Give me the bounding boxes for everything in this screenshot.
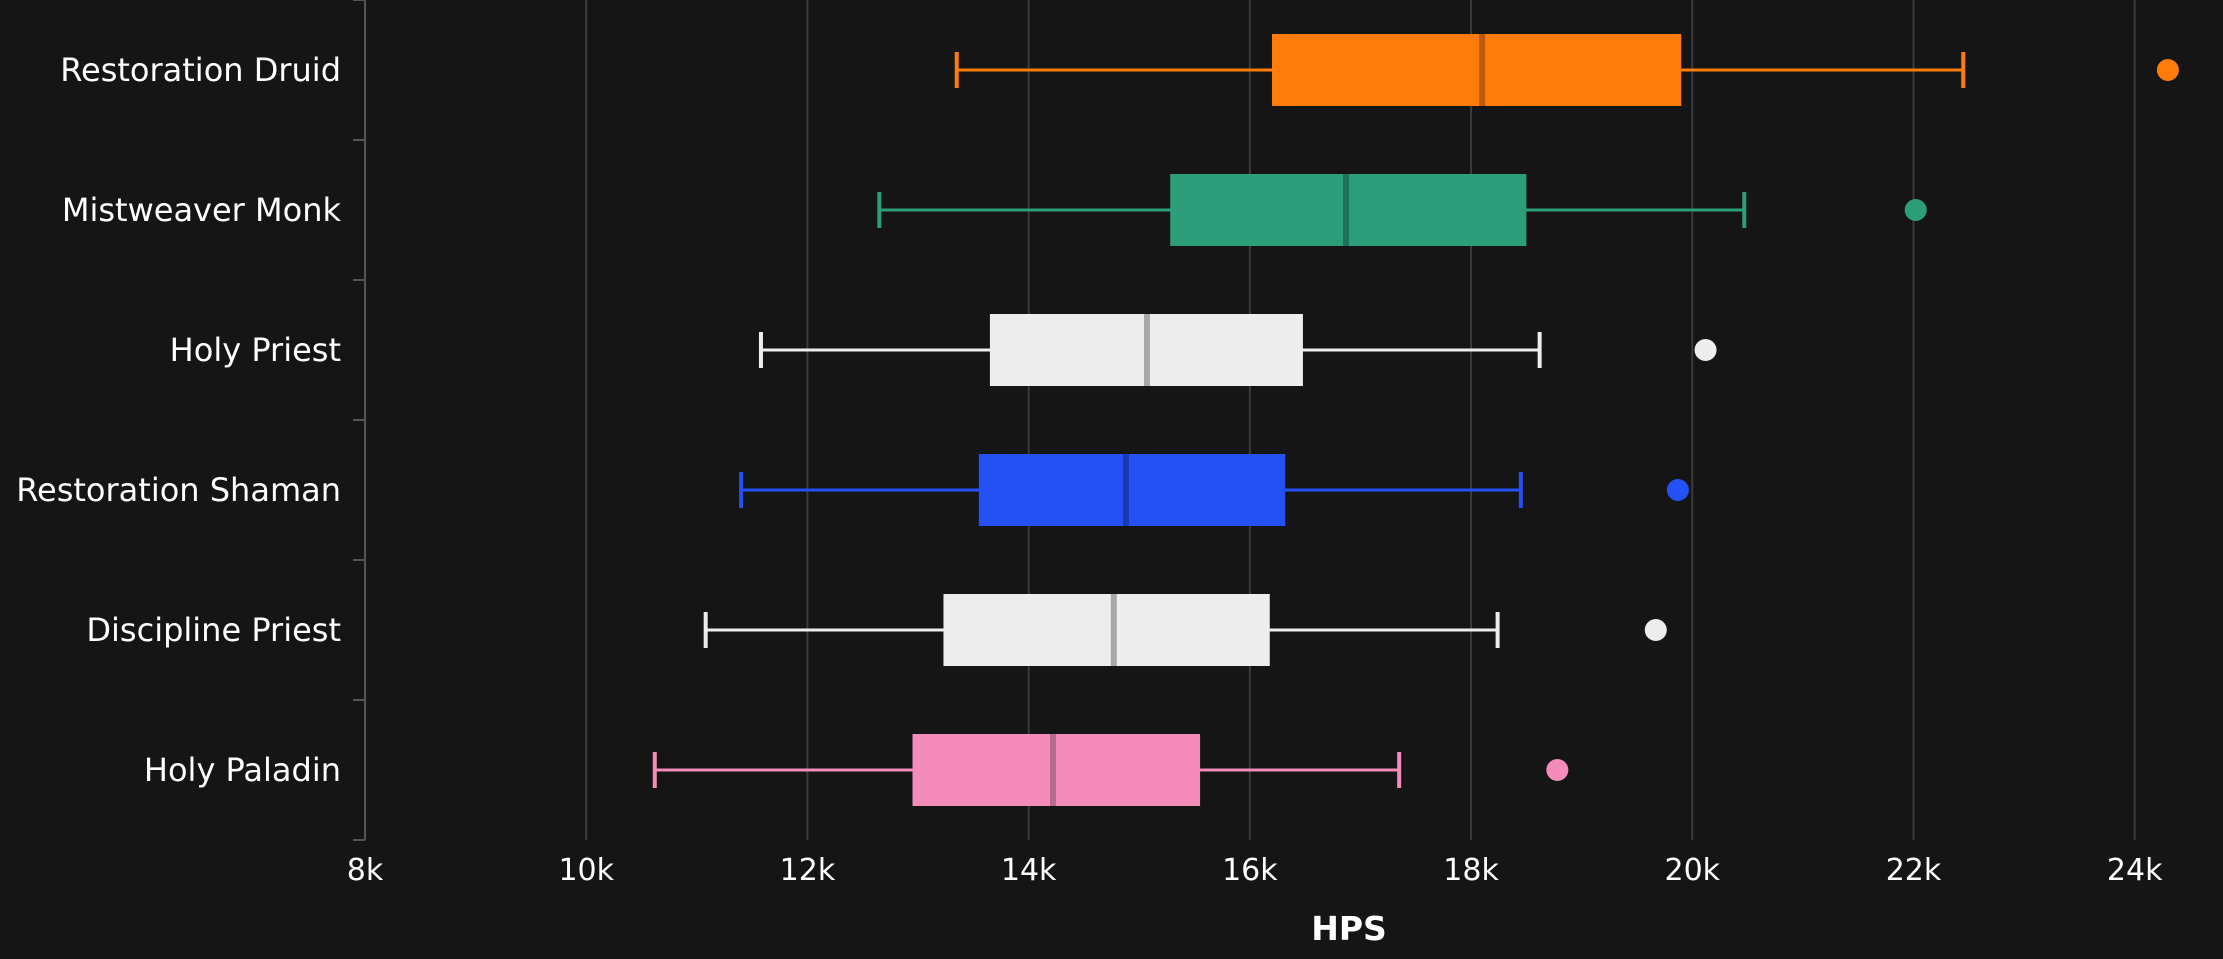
x-tick-label: 24k <box>2107 853 2163 888</box>
x-axis-title: HPS <box>1311 909 1387 948</box>
iqr-box <box>978 454 1286 526</box>
x-tick-label: 12k <box>780 853 836 888</box>
grid-lines <box>585 0 2136 840</box>
outlier-point <box>1904 199 1927 221</box>
outlier-point <box>1546 759 1569 781</box>
x-tick-label: 8k <box>347 853 384 888</box>
x-tick-label: 14k <box>1001 853 1057 888</box>
category-label: Discipline Priest <box>86 611 341 649</box>
box-restoration-druid <box>954 34 2179 106</box>
box-mistweaver-monk <box>877 174 1927 246</box>
category-label: Holy Paladin <box>144 751 341 789</box>
x-tick-label: 18k <box>1443 853 1499 888</box>
box-series <box>652 34 2179 806</box>
box-holy-priest <box>758 314 1717 386</box>
outlier-point <box>1644 619 1667 641</box>
category-label: Holy Priest <box>170 331 341 369</box>
iqr-box <box>1271 34 1682 106</box>
category-label: Restoration Shaman <box>16 471 341 509</box>
x-tick-label: 10k <box>558 853 614 888</box>
box-discipline-priest <box>703 594 1667 666</box>
box-holy-paladin <box>652 734 1569 806</box>
category-label: Mistweaver Monk <box>62 191 342 229</box>
x-tick-labels: 8k 10k 12k 14k 16k 18k 20k 22k 24k <box>347 853 2163 888</box>
category-labels: Restoration Druid Mistweaver Monk Holy Pri… <box>16 51 341 789</box>
outlier-point <box>2156 59 2179 81</box>
box-restoration-shaman <box>739 454 1689 526</box>
iqr-box <box>912 734 1201 806</box>
category-label: Restoration Druid <box>60 51 341 89</box>
x-tick-label: 16k <box>1222 853 1278 888</box>
x-tick-label: 22k <box>1886 853 1942 888</box>
y-axis <box>353 0 366 841</box>
outlier-point <box>1694 339 1717 361</box>
outlier-point <box>1666 479 1689 501</box>
iqr-box <box>943 594 1270 666</box>
x-tick-label: 20k <box>1664 853 1720 888</box>
